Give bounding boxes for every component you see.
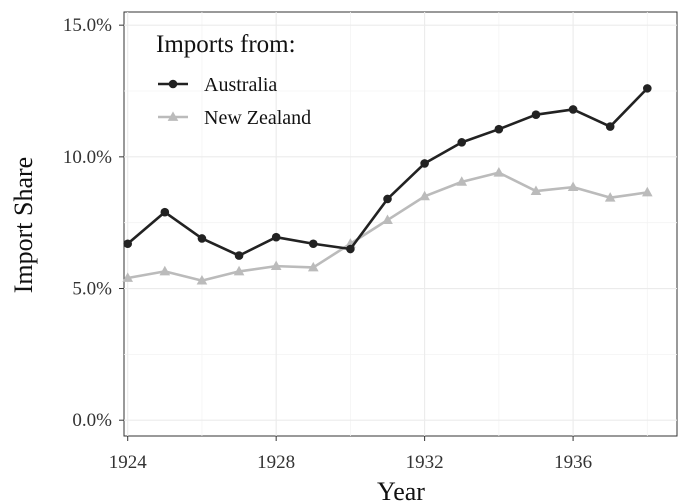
x-tick-label: 1924 (109, 452, 148, 473)
y-tick-label: 0.0% (72, 410, 112, 431)
y-axis-title: Import Share (9, 157, 38, 293)
data-point-australia (346, 244, 355, 254)
data-point-australia (420, 159, 429, 168)
data-point-australia (605, 122, 615, 131)
legend-label-new-zealand: New Zealand (204, 107, 311, 129)
major-gridlines (124, 12, 677, 436)
legend: Imports from: Australia New Zealand (156, 31, 311, 129)
axis-ticks (119, 24, 574, 441)
data-point-new-zealand (307, 261, 319, 272)
y-tick-label: 10.0% (63, 147, 112, 168)
data-point-new-zealand (456, 176, 468, 186)
data-point-australia (197, 234, 207, 243)
x-tick-label: 1936 (554, 452, 592, 473)
data-point-australia (160, 207, 170, 217)
y-tick-label: 5.0% (72, 279, 112, 300)
data-point-new-zealand (159, 265, 171, 276)
data-point-australia (531, 110, 541, 120)
data-point-new-zealand (270, 260, 282, 271)
data-point-australia (457, 138, 467, 147)
data-point-new-zealand (641, 186, 653, 197)
legend-title: Imports from: (156, 31, 296, 58)
series-layer (122, 84, 653, 285)
series-new-zealand (122, 167, 653, 285)
series-australia (123, 84, 652, 260)
x-axis-title: Year (377, 477, 425, 502)
data-point-australia (494, 124, 504, 134)
legend-label-australia: Australia (204, 74, 277, 96)
data-point-australia (123, 239, 133, 249)
data-point-australia (643, 84, 652, 93)
legend-item-new-zealand: New Zealand (158, 107, 311, 129)
data-point-new-zealand (493, 167, 505, 177)
data-point-new-zealand (382, 214, 393, 224)
legend-key-marker (167, 111, 179, 121)
y-tick-labels: 0.0% 5.0% 10.0% 15.0% (63, 15, 112, 431)
data-point-new-zealand (122, 272, 134, 282)
data-point-new-zealand (233, 265, 245, 276)
data-point-new-zealand (419, 190, 430, 201)
x-tick-label: 1932 (406, 452, 444, 473)
data-point-new-zealand (196, 275, 208, 285)
data-point-australia (234, 251, 244, 260)
data-point-australia (308, 239, 318, 249)
data-point-new-zealand (530, 185, 542, 196)
data-point-australia (383, 194, 392, 204)
legend-item-australia: Australia (158, 74, 277, 96)
minor-gridlines (124, 12, 677, 436)
data-point-australia (271, 232, 281, 242)
legend-key-marker (168, 79, 178, 89)
y-tick-label: 15.0% (63, 15, 112, 36)
data-point-new-zealand (604, 192, 616, 202)
x-tick-labels: 1924 1928 1932 1936 (109, 452, 592, 473)
data-point-australia (568, 105, 578, 114)
legend-items: Australia New Zealand (158, 74, 311, 129)
data-point-new-zealand (567, 181, 579, 192)
plot-panel (123, 11, 678, 437)
x-tick-label: 1928 (257, 452, 295, 473)
